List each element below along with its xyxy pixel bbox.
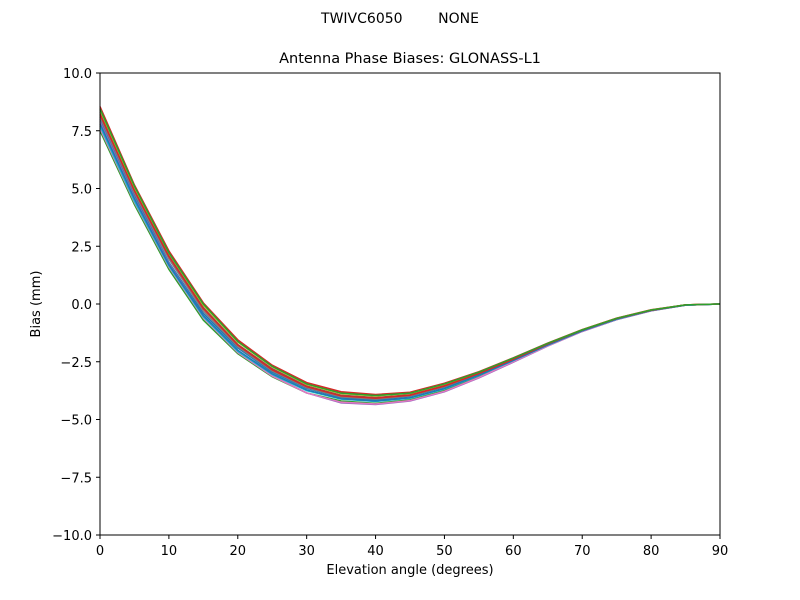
series-line-9 — [99, 109, 721, 397]
y-tick-label: 2.5 — [71, 240, 92, 255]
series-line-13 — [99, 108, 721, 397]
x-tick-label: 40 — [367, 544, 384, 559]
x-tick-label: 50 — [436, 544, 453, 559]
x-tick-label: 30 — [298, 544, 315, 559]
x-tick-label: 80 — [643, 544, 660, 559]
x-axis: 0 10 20 30 40 50 60 70 80 90 — [96, 535, 728, 559]
series-line-8 — [99, 116, 721, 400]
y-axis-label: Bias (mm) — [29, 271, 44, 338]
plot-area — [99, 106, 721, 406]
chart-suptitle: TWIVC6050 NONE — [320, 11, 479, 27]
x-tick-label: 60 — [505, 544, 522, 559]
x-tick-label: 0 — [96, 544, 104, 559]
series-line-3 — [99, 130, 721, 405]
series-line-4 — [99, 106, 721, 396]
series-line-6 — [99, 111, 721, 399]
y-tick-label: −7.5 — [60, 471, 92, 486]
y-tick-label: −2.5 — [60, 356, 92, 371]
x-tick-label: 10 — [161, 544, 178, 559]
x-axis-label: Elevation angle (degrees) — [326, 563, 493, 578]
x-tick-label: 70 — [574, 544, 591, 559]
y-tick-label: 0.0 — [71, 298, 92, 313]
x-tick-label: 90 — [712, 544, 729, 559]
y-axis: 10.0 7.5 5.0 2.5 0.0 −2.5 −5.0 −7.5 −10.0 — [52, 67, 100, 544]
chart-title: Antenna Phase Biases: GLONASS-L1 — [279, 51, 541, 67]
y-tick-label: 5.0 — [71, 183, 92, 198]
series-line-1 — [99, 118, 721, 401]
y-tick-label: −5.0 — [60, 414, 92, 429]
y-tick-label: −10.0 — [52, 529, 92, 544]
series-line-5 — [99, 121, 721, 406]
series-line-10 — [99, 125, 721, 403]
series-line-2 — [99, 107, 721, 397]
series-line-7 — [99, 128, 721, 405]
y-tick-label: 7.5 — [71, 125, 92, 140]
series-line-12 — [99, 114, 721, 400]
y-tick-label: 10.0 — [63, 67, 92, 82]
x-tick-label: 20 — [230, 544, 247, 559]
series-line-11 — [99, 123, 721, 402]
